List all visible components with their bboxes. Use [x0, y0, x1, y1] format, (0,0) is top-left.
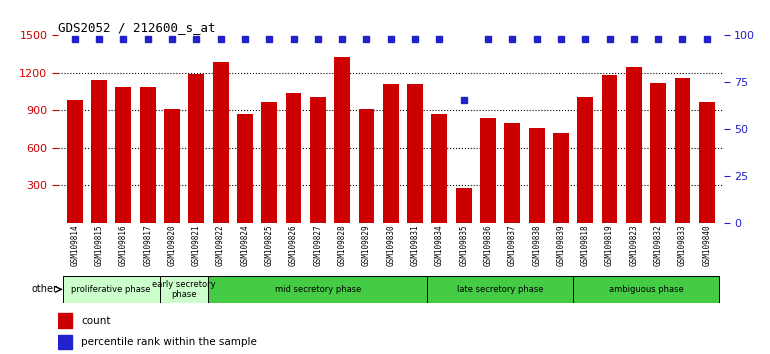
Bar	[261, 102, 277, 223]
Text: GSM109832: GSM109832	[654, 224, 663, 266]
Bar	[383, 84, 399, 223]
Text: GSM109827: GSM109827	[313, 224, 323, 266]
Bar	[578, 97, 593, 223]
Text: proliferative phase: proliferative phase	[72, 285, 151, 294]
Text: GSM109820: GSM109820	[168, 224, 176, 266]
Bar	[237, 114, 253, 223]
Bar	[427, 276, 573, 303]
Text: GSM109828: GSM109828	[338, 224, 346, 266]
Bar	[189, 74, 204, 223]
Text: GSM109818: GSM109818	[581, 224, 590, 266]
Text: GDS2052 / 212600_s_at: GDS2052 / 212600_s_at	[58, 21, 216, 34]
Text: GSM109821: GSM109821	[192, 224, 201, 266]
Bar	[58, 313, 72, 328]
Bar	[310, 97, 326, 223]
Bar	[62, 276, 160, 303]
Text: GSM109814: GSM109814	[70, 224, 79, 266]
Bar	[626, 67, 641, 223]
Text: GSM109840: GSM109840	[702, 224, 711, 266]
Bar	[213, 62, 229, 223]
Bar	[140, 87, 156, 223]
Text: GSM109831: GSM109831	[410, 224, 420, 266]
Text: ambiguous phase: ambiguous phase	[608, 285, 684, 294]
Bar	[209, 276, 427, 303]
Bar	[116, 87, 131, 223]
Text: percentile rank within the sample: percentile rank within the sample	[81, 337, 257, 347]
Text: GSM109837: GSM109837	[508, 224, 517, 266]
Bar	[407, 84, 423, 223]
Bar	[359, 109, 374, 223]
Bar	[67, 101, 82, 223]
Text: GSM109836: GSM109836	[484, 224, 493, 266]
Text: GSM109815: GSM109815	[95, 224, 104, 266]
Bar	[529, 128, 544, 223]
Text: GSM109839: GSM109839	[557, 224, 565, 266]
Text: GSM109824: GSM109824	[240, 224, 249, 266]
Text: other: other	[32, 284, 57, 295]
Text: GSM109816: GSM109816	[119, 224, 128, 266]
Bar	[651, 83, 666, 223]
Text: GSM109817: GSM109817	[143, 224, 152, 266]
Text: GSM109823: GSM109823	[629, 224, 638, 266]
Bar	[58, 335, 72, 349]
Bar	[699, 102, 715, 223]
Text: GSM109825: GSM109825	[265, 224, 273, 266]
Text: GSM109835: GSM109835	[459, 224, 468, 266]
Bar	[334, 57, 350, 223]
Text: GSM109822: GSM109822	[216, 224, 225, 266]
Text: mid secretory phase: mid secretory phase	[275, 285, 361, 294]
Text: count: count	[81, 315, 111, 326]
Text: GSM109833: GSM109833	[678, 224, 687, 266]
Bar	[601, 75, 618, 223]
Text: GSM109830: GSM109830	[387, 224, 395, 266]
Text: GSM109819: GSM109819	[605, 224, 614, 266]
Text: GSM109834: GSM109834	[435, 224, 444, 266]
Bar	[91, 80, 107, 223]
Bar	[504, 123, 521, 223]
Text: late secretory phase: late secretory phase	[457, 285, 544, 294]
Text: early secretory
phase: early secretory phase	[152, 280, 216, 299]
Text: GSM109826: GSM109826	[289, 224, 298, 266]
Bar	[431, 114, 447, 223]
Bar	[456, 188, 471, 223]
Bar	[553, 133, 569, 223]
Bar	[286, 93, 301, 223]
Bar	[480, 118, 496, 223]
Bar	[164, 109, 180, 223]
Bar	[573, 276, 719, 303]
Bar	[160, 276, 209, 303]
Text: GSM109829: GSM109829	[362, 224, 371, 266]
Text: GSM109838: GSM109838	[532, 224, 541, 266]
Bar	[675, 78, 691, 223]
